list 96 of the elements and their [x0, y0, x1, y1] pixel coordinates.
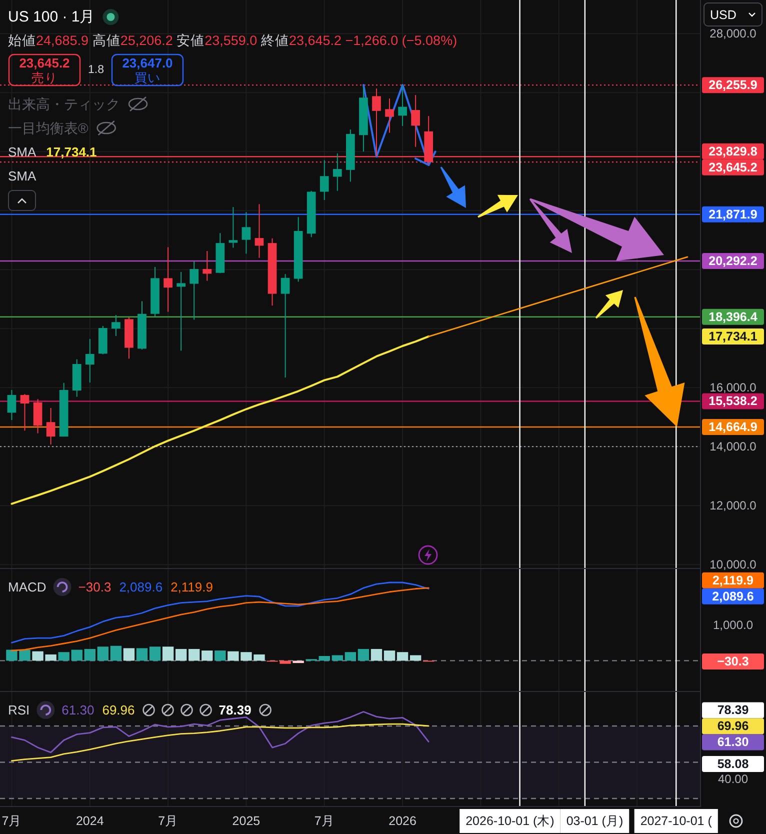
ref-line-label: 21,871.9 — [708, 207, 758, 222]
x-tick-label: 2024 — [76, 814, 104, 828]
candlestick — [398, 84, 407, 126]
text: 17,734.1 — [708, 329, 758, 344]
y-tick-label: 10,000.0 — [710, 558, 757, 572]
bar — [318, 656, 330, 661]
candlestick — [320, 160, 329, 200]
candlestick — [85, 338, 94, 384]
bar — [97, 646, 109, 661]
candlestick — [20, 394, 30, 432]
bar — [202, 650, 213, 661]
candlestick — [7, 389, 16, 421]
annotation: SMA — [8, 144, 36, 160]
bar — [344, 652, 356, 661]
bar — [110, 646, 122, 661]
candlestick — [190, 260, 199, 320]
ref-line-label: 20,292.2 — [708, 254, 758, 268]
text: 69.96 — [717, 719, 749, 734]
ref-line-label: 2027-10-01 ( — [640, 814, 713, 828]
candlestick — [228, 206, 238, 248]
text: 2,119.9 — [712, 573, 754, 588]
candlestick — [242, 212, 251, 254]
text: 1,000.0 — [712, 618, 754, 632]
candlestick — [254, 204, 264, 258]
text: US 100 · 1月 — [8, 8, 95, 26]
candlestick — [46, 407, 56, 446]
bar — [384, 650, 396, 661]
candlestick — [385, 98, 394, 134]
annotation: 78.39 — [218, 702, 252, 718]
annotation: 23,647.0 — [122, 56, 173, 70]
text: −30.3 — [717, 654, 749, 668]
text: 始値24,685.9 高値25,206.2 安値23,559.0 終値23,645.2 −1,266.0 (−5.08%) — [8, 32, 458, 48]
annotation: 買い — [134, 71, 160, 85]
bar — [410, 655, 422, 661]
x-tick-label: 7月 — [2, 814, 22, 828]
candlestick — [372, 88, 381, 157]
y-tick-label: 12,000.0 — [710, 498, 757, 513]
annotation: −30.3 — [78, 580, 112, 594]
line-series — [10, 335, 430, 505]
bar — [214, 650, 226, 661]
candlestick — [33, 398, 42, 434]
annotation: 売り — [32, 71, 58, 85]
ref-line-label: 23,645.2 — [708, 160, 758, 174]
annotation: 2,089.6 — [119, 580, 163, 594]
annotation: 69.96 — [102, 702, 135, 718]
text: 78.39 — [717, 703, 749, 718]
annotation: 2,119.9 — [170, 580, 213, 594]
annotation: 一目均衡表® — [8, 120, 89, 136]
bar — [123, 648, 135, 661]
text: 40.00 — [718, 772, 748, 786]
annotation: 17,734.1 — [46, 144, 97, 160]
annotation: 1.8 — [88, 64, 104, 76]
candlestick — [411, 94, 420, 148]
bar — [292, 660, 304, 664]
chart-title: MACD — [8, 580, 46, 594]
ref-line-label: 14,664.9 — [708, 420, 758, 434]
x-tick-label: 2025 — [232, 814, 260, 828]
ref-line-label: 26,255.9 — [708, 78, 758, 92]
bar — [84, 648, 96, 661]
x-tick-label: 7月 — [158, 814, 178, 828]
ref-line-label: 03-01 (月) — [566, 814, 624, 828]
candlestick — [112, 314, 120, 336]
ref-line-label: 18,396.4 — [708, 310, 758, 324]
y-tick-label: 28,000.0 — [710, 26, 757, 41]
bar — [58, 652, 70, 661]
bar — [332, 655, 344, 661]
bar — [162, 646, 174, 661]
y-tick-label: 14,000.0 — [710, 440, 757, 454]
candlestick — [176, 271, 186, 352]
text: USD — [710, 8, 736, 22]
candlestick — [164, 246, 172, 312]
chart-title: RSI — [8, 702, 30, 718]
annotation: 61.30 — [62, 702, 94, 718]
bar — [188, 648, 200, 661]
annotation: SMA — [8, 168, 36, 184]
text: 58.08 — [717, 757, 749, 771]
bar — [396, 652, 408, 661]
bar — [370, 648, 382, 661]
bar — [175, 648, 187, 661]
text: 2,089.6 — [712, 589, 754, 604]
bar — [71, 650, 82, 661]
y-tick-label: 16,000.0 — [710, 380, 757, 395]
text: 61.30 — [717, 735, 749, 750]
candlestick — [202, 250, 212, 282]
ref-line-label: 2026-10-01 (木) — [466, 814, 554, 828]
bar — [149, 646, 161, 661]
candlestick — [280, 274, 290, 378]
x-tick-label: 7月 — [314, 814, 334, 828]
x-tick-label: 2026 — [388, 814, 416, 828]
candlestick — [332, 152, 342, 192]
annotation: 出来高・ティック — [8, 96, 120, 112]
bar — [136, 648, 148, 661]
ref-line-label: 15,538.2 — [708, 394, 758, 408]
bar — [358, 648, 370, 661]
ref-line-label: 23,829.8 — [708, 144, 758, 158]
annotation: 23,645.2 — [19, 56, 70, 70]
